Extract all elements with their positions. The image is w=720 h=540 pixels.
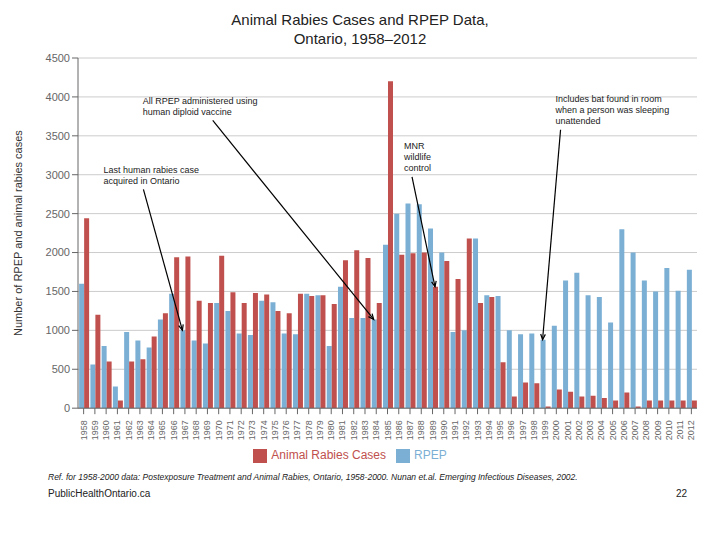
svg-text:2010: 2010 [664, 420, 674, 440]
svg-text:1963: 1963 [135, 420, 145, 440]
svg-text:2000: 2000 [46, 246, 70, 258]
svg-text:0: 0 [64, 402, 70, 414]
svg-text:1962: 1962 [124, 420, 134, 440]
svg-text:1992: 1992 [461, 420, 471, 440]
svg-text:2007: 2007 [630, 420, 640, 440]
svg-text:1975: 1975 [270, 420, 280, 440]
svg-text:3500: 3500 [46, 130, 70, 142]
html-text:Ref. for 1958-2000 data: Poste: Ref. for 1958-2000 data: Postexposure Tr… [48, 472, 578, 482]
svg-text:2012: 2012 [686, 420, 696, 440]
svg-text:1964: 1964 [146, 420, 156, 440]
html-text:22: 22 [675, 488, 687, 499]
svg-text:1965: 1965 [157, 420, 167, 440]
svg-text:2008: 2008 [641, 420, 651, 440]
svg-text:2001: 2001 [563, 420, 573, 440]
svg-text:1977: 1977 [292, 420, 302, 440]
svg-text:2006: 2006 [619, 420, 629, 440]
svg-text:1968: 1968 [191, 420, 201, 440]
svg-text:4500: 4500 [46, 52, 70, 64]
html-text:Ontario, 1958–2012: Ontario, 1958–2012 [293, 30, 427, 47]
svg-text:1985: 1985 [383, 420, 393, 440]
html-text:PublicHealthOntario.ca: PublicHealthOntario.ca [48, 488, 151, 499]
svg-text:1996: 1996 [506, 420, 516, 440]
svg-text:1999: 1999 [540, 420, 550, 440]
svg-text:2500: 2500 [46, 208, 70, 220]
svg-text:1988: 1988 [416, 420, 426, 440]
svg-text:1972: 1972 [236, 420, 246, 440]
svg-text:2002: 2002 [574, 420, 584, 440]
svg-text:1000: 1000 [46, 324, 70, 336]
svg-text:2005: 2005 [608, 420, 618, 440]
svg-text:1967: 1967 [180, 420, 190, 440]
svg-text:1961: 1961 [112, 420, 122, 440]
html-text:Animal Rabies Cases and RPEP D: Animal Rabies Cases and RPEP Data, [231, 11, 489, 28]
svg-text:1973: 1973 [247, 420, 257, 440]
svg-text:1987: 1987 [405, 420, 415, 440]
svg-text:1974: 1974 [259, 420, 269, 440]
svg-text:1997: 1997 [518, 420, 528, 440]
svg-text:2009: 2009 [653, 420, 663, 440]
svg-text:1976: 1976 [281, 420, 291, 440]
svg-text:1983: 1983 [360, 420, 370, 440]
svg-text:1969: 1969 [202, 420, 212, 440]
svg-text:All RPEP administered usinghum: All RPEP administered usinghuman diploid… [143, 96, 258, 117]
svg-text:1986: 1986 [394, 420, 404, 440]
svg-text:1998: 1998 [529, 420, 539, 440]
svg-text:1984: 1984 [371, 420, 381, 440]
svg-text:1981: 1981 [337, 420, 347, 440]
svg-text:1979: 1979 [315, 420, 325, 440]
svg-text:1958: 1958 [79, 420, 89, 440]
svg-text:4000: 4000 [46, 91, 70, 103]
svg-text:1970: 1970 [214, 420, 224, 440]
svg-text:1994: 1994 [484, 420, 494, 440]
svg-text:Last human rabies caseacquired: Last human rabies caseacquired in Ontari… [103, 165, 199, 186]
svg-text:1971: 1971 [225, 420, 235, 440]
svg-text:1982: 1982 [349, 420, 359, 440]
svg-text:Includes bat found in roomwhen: Includes bat found in roomwhen a person … [555, 94, 670, 126]
svg-text:3000: 3000 [46, 169, 70, 181]
svg-text:2004: 2004 [596, 420, 606, 440]
svg-text:MNRwildlifecontrol: MNRwildlifecontrol [403, 141, 431, 173]
svg-text:1990: 1990 [439, 420, 449, 440]
svg-text:1959: 1959 [90, 420, 100, 440]
svg-text:2000: 2000 [551, 420, 561, 440]
svg-text:1995: 1995 [495, 420, 505, 440]
svg-text:1978: 1978 [304, 420, 314, 440]
svg-text:1966: 1966 [169, 420, 179, 440]
svg-text:2011: 2011 [675, 420, 685, 439]
svg-text:Number of RPEP and animal rabi: Number of RPEP and animal rabies cases [12, 130, 24, 336]
svg-text:1989: 1989 [428, 420, 438, 440]
html-text:Animal Rabies Cases: Animal Rabies Cases [271, 448, 386, 463]
svg-text:1500: 1500 [46, 285, 70, 297]
svg-text:1991: 1991 [450, 420, 460, 440]
html-text:RPEP: RPEP [414, 448, 447, 463]
svg-text:1960: 1960 [101, 420, 111, 440]
svg-text:500: 500 [52, 363, 70, 375]
svg-text:1993: 1993 [473, 420, 483, 440]
svg-text:2003: 2003 [585, 420, 595, 440]
svg-text:1980: 1980 [326, 420, 336, 440]
